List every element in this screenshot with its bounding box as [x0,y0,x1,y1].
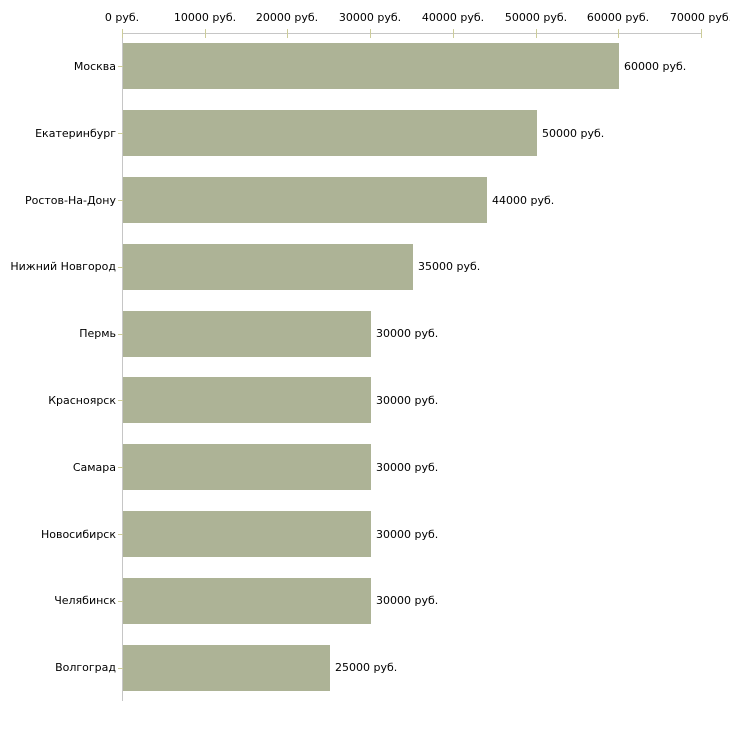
bar-value-label: 60000 руб. [624,60,687,73]
x-axis-tick-label: 40000 руб. [421,11,485,24]
bar [123,377,371,423]
bar [123,43,619,89]
bar-value-label: 30000 руб. [376,327,439,340]
bar-value-label: 35000 руб. [418,260,481,273]
x-axis-tick-label: 60000 руб. [586,11,650,24]
y-axis-tick [118,133,127,134]
bar-value-label: 44000 руб. [492,194,555,207]
category-label: Москва [73,60,116,73]
bar [123,645,330,691]
x-axis-tick [205,29,206,38]
y-axis-tick [118,534,127,535]
bar [123,444,371,490]
x-axis-line [122,33,701,34]
category-label: Пермь [79,327,116,340]
category-label: Нижний Новгород [10,260,116,273]
y-axis-tick [118,334,127,335]
category-label: Волгоград [55,661,116,674]
y-axis-tick [118,200,127,201]
bar-value-label: 25000 руб. [335,661,398,674]
category-label: Ростов-На-Дону [24,194,116,207]
x-axis-tick [287,29,288,38]
y-axis-tick [118,400,127,401]
x-axis-tick-label: 50000 руб. [504,11,568,24]
x-axis-tick-label: 10000 руб. [173,11,237,24]
bar-value-label: 30000 руб. [376,394,439,407]
bar [123,244,413,290]
y-axis-tick [118,601,127,602]
bar-value-label: 30000 руб. [376,461,439,474]
y-axis-tick [118,668,127,669]
x-axis-tick [370,29,371,38]
bar [123,311,371,357]
x-axis-tick-label: 0 руб. [104,11,140,24]
x-axis-tick-label: 30000 руб. [338,11,402,24]
x-axis-tick [453,29,454,38]
x-axis-tick [536,29,537,38]
bar [123,511,371,557]
y-axis-tick [118,66,127,67]
y-axis-line [122,33,123,701]
x-axis-tick [701,29,702,38]
category-label: Самара [72,461,116,474]
category-label: Красноярск [48,394,116,407]
bar-value-label: 30000 руб. [376,528,439,541]
category-label: Челябинск [54,594,116,607]
x-axis-tick-label: 70000 руб. [669,11,730,24]
y-axis-tick [118,467,127,468]
bar [123,177,487,223]
x-axis-tick [618,29,619,38]
category-label: Екатеринбург [35,127,116,140]
y-axis-tick [118,267,127,268]
category-label: Новосибирск [40,528,116,541]
x-axis-tick [122,29,123,38]
bar-value-label: 30000 руб. [376,594,439,607]
bar [123,578,371,624]
bar [123,110,537,156]
x-axis-tick-label: 20000 руб. [255,11,319,24]
bar-value-label: 50000 руб. [542,127,605,140]
